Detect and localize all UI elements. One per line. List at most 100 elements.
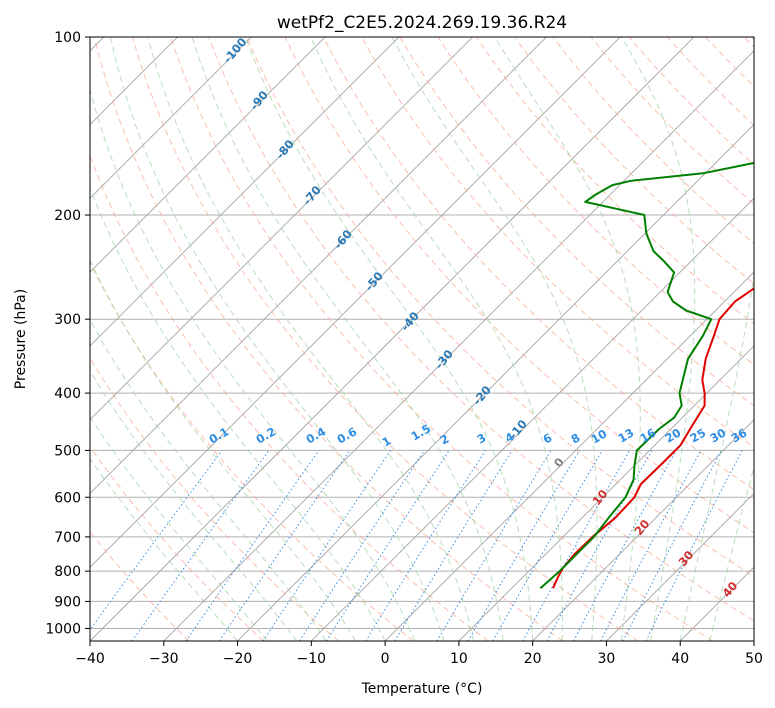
dry-adiabat-label: -80: [273, 137, 297, 162]
dry-adiabat-label: -60: [331, 227, 355, 252]
moist-adiabat-line: [391, 37, 598, 641]
y-tick-label: 700: [54, 530, 81, 546]
y-tick-label: 900: [54, 594, 81, 610]
dry-adiabat-line: [131, 37, 639, 641]
isotherm-line: [237, 123, 754, 641]
x-tick-label: −30: [149, 651, 179, 667]
y-axis-label: Pressure (hPa): [13, 289, 29, 389]
dry-adiabat-label: -90: [247, 88, 271, 113]
sounding-series: [539, 161, 754, 589]
moist-adiabat-line: [147, 37, 475, 641]
isotherm-line: [458, 345, 754, 641]
mixing-ratio-label: 0.1: [207, 424, 232, 446]
x-tick-label: −20: [223, 651, 253, 667]
moist-adiabat-line: [90, 259, 357, 641]
mixing-ratio-label: 20: [663, 425, 684, 445]
mixing-ratio-label: 13: [616, 425, 637, 445]
x-tick-label: 40: [671, 651, 689, 667]
mixing-ratio-line: [622, 450, 722, 641]
x-axis-label: Temperature (°C): [361, 681, 483, 697]
y-tick-label: 800: [54, 564, 81, 580]
chart-title: wetPf2_C2E5.2024.269.19.36.R24: [277, 13, 567, 33]
moist-adiabat-line: [709, 464, 754, 641]
dry-adiabat-label: 30: [675, 548, 696, 569]
moist-adiabat-line: [191, 37, 504, 641]
dry-adiabat-line: [93, 37, 564, 641]
dry-adiabat-label: -50: [362, 269, 386, 294]
moist-adiabat-line: [679, 37, 754, 641]
moist-adiabat-line: [310, 37, 563, 641]
dry-adiabat-line: [743, 37, 754, 48]
mixing-ratio-line: [546, 450, 653, 641]
moist-adiabat-line: [90, 415, 268, 641]
isotherm-line: [163, 50, 754, 641]
moist-adiabat-line: [90, 318, 327, 641]
y-tick-label: 200: [54, 208, 81, 224]
moist-adiabat-line: [90, 369, 298, 641]
isotherm-line: [90, 37, 695, 641]
y-tick-label: 100: [54, 30, 81, 46]
mixing-ratio-line: [573, 450, 677, 641]
dry-adiabat-label: -70: [300, 183, 324, 208]
dry-adiabat-line: [322, 37, 754, 491]
background-lines: [90, 37, 754, 641]
dry-adiabat-line: [437, 37, 754, 366]
dry-adiabat-label: -20: [470, 383, 494, 408]
moist-adiabat-line: [90, 88, 416, 641]
dry-adiabat-line: [90, 445, 265, 641]
mixing-ratio-line: [131, 450, 270, 641]
mixing-ratio-label: 0.4: [304, 424, 329, 446]
mixing-ratio-label: 2: [438, 431, 452, 447]
mixing-ratio-label: 3: [475, 430, 489, 446]
isotherm-line: [90, 37, 547, 495]
x-axis: −40 −30 −20 −10 0 10 20 30 40 50: [75, 641, 763, 667]
x-tick-label: −10: [297, 651, 327, 667]
dry-adiabat-line: [475, 37, 754, 325]
mixing-ratio-label: 10: [589, 426, 610, 446]
dry-adiabat-label: 0: [551, 455, 567, 470]
dry-adiabat-label: -100: [220, 35, 249, 66]
moist-adiabat-line: [90, 457, 238, 641]
mixing-ratio-line: [522, 450, 631, 641]
y-tick-label: 600: [54, 490, 81, 506]
dry-adiabat-line: [552, 37, 754, 245]
moist-adiabat-line: [90, 186, 386, 641]
mixing-ratio-label: 0.6: [335, 424, 360, 446]
isotherm-line: [90, 37, 252, 199]
moist-adiabat-line: [245, 37, 534, 641]
mixing-ratio-label: 6: [541, 430, 555, 446]
mixing-ratio-line: [325, 450, 450, 641]
x-tick-label: 30: [598, 651, 616, 667]
isotherm-line: [679, 566, 754, 641]
mixing-ratio-line: [185, 450, 320, 641]
mixing-ratio-line: [645, 450, 743, 641]
dry-adiabat-label: 40: [719, 579, 740, 600]
mixing-ratio-line: [299, 450, 425, 641]
isotherm-line: [311, 197, 754, 641]
moist-adiabat-line: [494, 37, 641, 641]
mixing-ratio-line: [600, 450, 702, 641]
mixing-ratio-label: 1.5: [409, 421, 434, 443]
isotherm-line: [90, 37, 621, 568]
isotherm-line: [90, 37, 473, 421]
mixing-ratio-line: [394, 450, 513, 641]
mixing-ratio-line: [365, 450, 486, 641]
dry-adiabat-line: [170, 37, 713, 641]
isotherm-line: [90, 37, 326, 273]
dry-adiabat-line: [246, 37, 754, 577]
x-tick-label: 20: [524, 651, 542, 667]
plot-frame: [89, 36, 755, 642]
dry-adiabat-line: [208, 37, 754, 622]
dry-adiabat-line: [514, 37, 754, 285]
dry-adiabat-line: [284, 37, 754, 534]
y-tick-label: 1000: [45, 621, 81, 637]
mixing-ratio-label: 0.2: [254, 424, 279, 446]
mixing-ratio-line: [467, 450, 581, 641]
x-tick-label: 10: [450, 651, 468, 667]
y-tick-label: 500: [54, 443, 81, 459]
isotherm-line: [606, 492, 754, 641]
mixing-ratio-line: [218, 450, 351, 641]
x-tick-label: 0: [381, 651, 390, 667]
